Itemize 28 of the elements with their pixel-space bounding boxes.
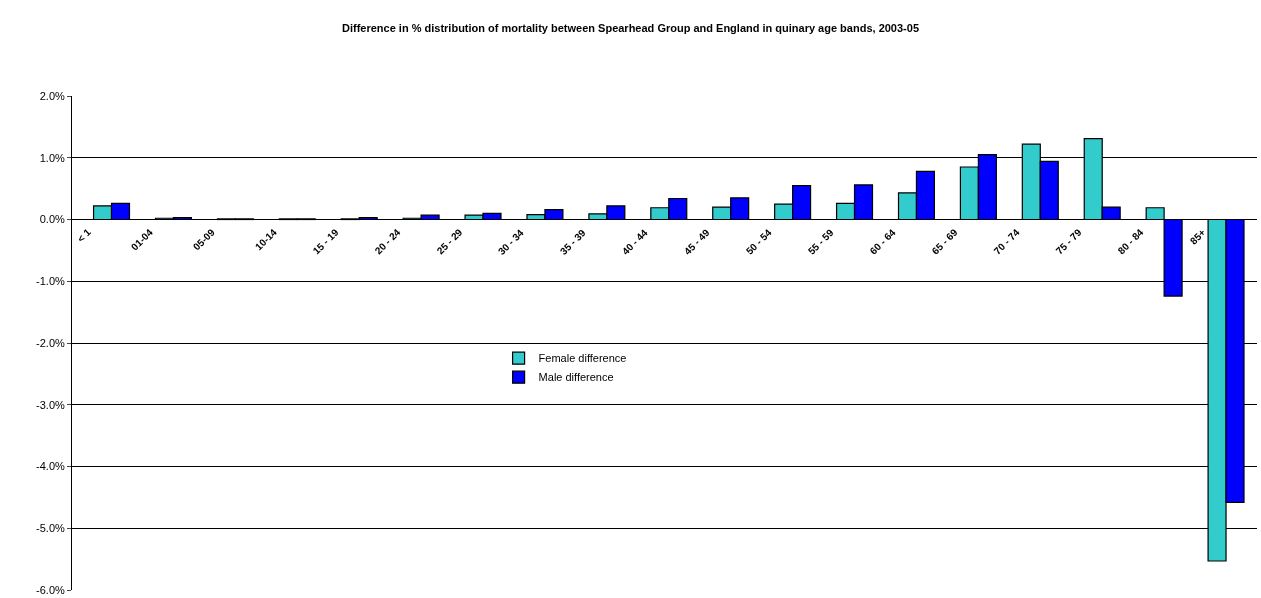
y-tick-label: -4.0%: [36, 460, 65, 473]
legend-label: Male difference: [538, 371, 614, 384]
y-tick-label: -5.0%: [36, 522, 65, 535]
x-tick-label: 80 - 84: [1115, 226, 1146, 257]
y-tick-label: -1.0%: [36, 275, 65, 288]
x-tick-label: 65 - 69: [929, 226, 960, 257]
x-tick-label: 70 - 74: [991, 226, 1022, 257]
x-tick-label: 85+: [1187, 226, 1208, 247]
x-tick-label: 75 - 79: [1053, 226, 1084, 257]
x-tick-label: 30 - 34: [495, 226, 527, 258]
y-tick-label: 0.0%: [39, 213, 66, 226]
chart-title: Difference in % distribution of mortality between Spearhead Group and England in quinary age bands, 2003-05: [342, 21, 919, 34]
y-tick-label: -6.0%: [36, 583, 65, 596]
y-tick-label: -3.0%: [36, 398, 65, 411]
x-tick-label: 25 - 29: [434, 226, 465, 257]
x-tick-label: 15 - 19: [310, 226, 341, 257]
x-tick-label: 35 - 39: [557, 226, 588, 257]
x-tick-label: 50 - 54: [743, 226, 774, 257]
x-tick-label: 45 - 49: [681, 226, 712, 257]
y-tick-label: 2.0%: [39, 89, 66, 102]
y-tick-label: 1.0%: [39, 151, 66, 164]
legend-label: Female difference: [538, 352, 627, 365]
y-tick-label: -2.0%: [36, 336, 65, 349]
x-tick-label: < 1: [75, 226, 94, 245]
x-tick-label: 55 - 59: [805, 226, 836, 257]
x-tick-label: 20 - 24: [372, 226, 403, 257]
x-tick-label: 40 - 44: [619, 226, 650, 257]
x-tick-label: 60 - 64: [867, 226, 898, 257]
